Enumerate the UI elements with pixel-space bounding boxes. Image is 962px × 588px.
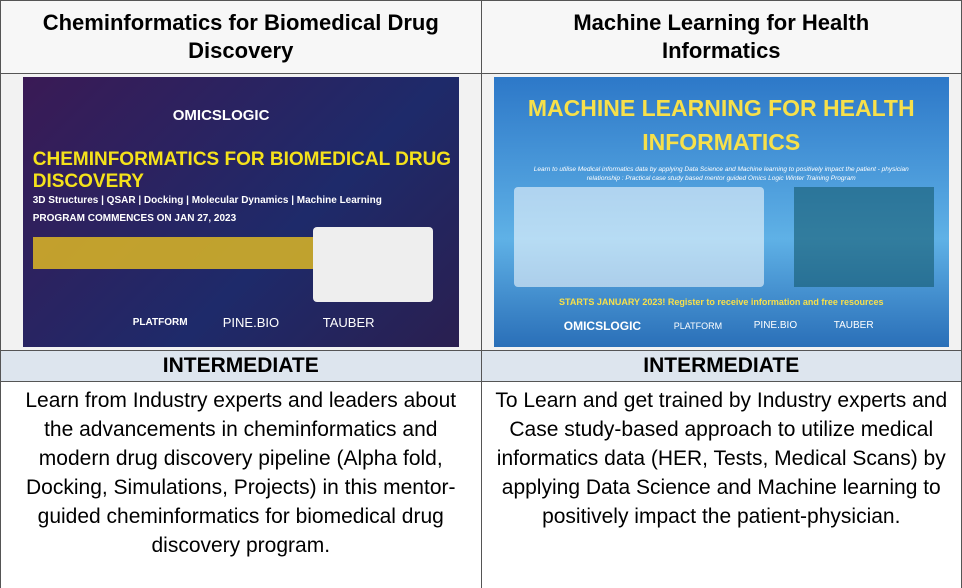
banner-heading: CHEMINFORMATICS FOR BIOMEDICAL DRUG DISC…: [32, 149, 452, 192]
banner-logo: OMICSLOGIC: [172, 107, 270, 124]
banner-laptop: [312, 227, 433, 302]
banner-heading: MACHINE LEARNING FOR HEALTH INFORMATICS: [527, 95, 915, 155]
level: INTERMEDIATE: [480, 350, 962, 382]
banner-band: [32, 237, 333, 269]
banner: MACHINE LEARNING FOR HEALTH INFORMATICS …: [493, 77, 949, 347]
partner: OMICSLOGIC: [563, 319, 642, 333]
partner: TAUBER: [322, 315, 375, 330]
banner-cell: MACHINE LEARNING FOR HEALTH INFORMATICS …: [480, 73, 962, 351]
banner-topics: 3D Structures | QSAR | Docking | Molecul…: [32, 195, 382, 206]
partner: PLATFORM: [132, 317, 188, 328]
description: Learn from Industry experts and leaders …: [0, 381, 482, 588]
description: To Learn and get trained by Industry exp…: [480, 381, 962, 588]
banner-cell: OMICSLOGIC CHEMINFORMATICS FOR BIOMEDICA…: [0, 73, 482, 351]
banner: OMICSLOGIC CHEMINFORMATICS FOR BIOMEDICA…: [22, 77, 459, 347]
banner-panel: [513, 187, 764, 287]
partner: PLATFORM: [673, 321, 723, 331]
course-title: Cheminformatics for Biomedical Drug Disc…: [0, 0, 482, 74]
level: INTERMEDIATE: [0, 350, 482, 382]
partner: PINE.BIO: [222, 315, 280, 330]
banner-date: STARTS JANUARY 2023! Register to receive…: [559, 297, 884, 307]
partner: PINE.BIO: [753, 320, 798, 331]
banner-photo: [793, 187, 934, 287]
course-title: Machine Learning for Health Informatics: [480, 0, 962, 74]
banner-date: PROGRAM COMMENCES ON JAN 27, 2023: [32, 213, 237, 224]
partner: TAUBER: [833, 320, 874, 331]
banner-subtitle: Learn to utilise Medical informatics dat…: [533, 166, 909, 182]
